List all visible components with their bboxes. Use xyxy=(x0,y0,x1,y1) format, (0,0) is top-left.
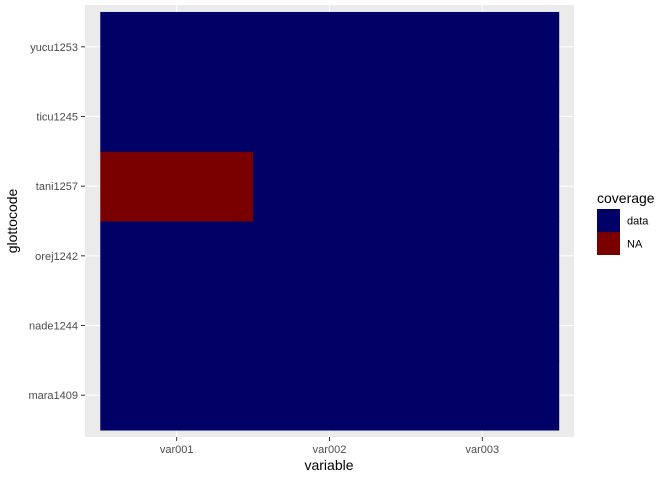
legend-key-swatch xyxy=(597,232,620,255)
y-tick-label: yucu1253 xyxy=(30,42,78,54)
heatmap-cell xyxy=(405,290,560,361)
heatmap-cells xyxy=(100,11,560,431)
heatmap-cell xyxy=(405,11,560,83)
heatmap-cell xyxy=(405,360,560,431)
heatmap-cell xyxy=(253,151,407,222)
heatmap-cell xyxy=(405,81,560,152)
heatmap-cell xyxy=(253,81,407,152)
legend-key-label: data xyxy=(627,216,649,228)
heatmap-cell xyxy=(253,11,407,83)
y-tick-label: mara1409 xyxy=(28,390,78,402)
heatmap-cell xyxy=(253,360,407,431)
legend-key-label: NA xyxy=(627,239,643,251)
heatmap-cell xyxy=(100,360,254,431)
x-axis-title: variable xyxy=(304,457,353,473)
heatmap-cell xyxy=(100,221,254,292)
legend-title: coverage xyxy=(597,190,655,206)
legend: coverage data NA xyxy=(597,190,655,255)
x-tick-label: var003 xyxy=(465,444,499,456)
x-axis: var001 var002 var003 xyxy=(160,437,499,456)
heatmap-cell xyxy=(100,81,254,152)
heatmap-cell xyxy=(405,151,560,222)
x-tick-label: var001 xyxy=(160,444,194,456)
heatmap-cell xyxy=(253,221,407,292)
y-axis: mara1409 nade1244 orej1242 tani1257 ticu1245… xyxy=(28,42,85,402)
y-axis-title: glottocode xyxy=(4,188,20,253)
heatmap-cell xyxy=(100,151,254,222)
y-tick-label: tani1257 xyxy=(36,181,78,193)
heatmap-cell xyxy=(405,221,560,292)
heatmap-cell xyxy=(253,290,407,361)
x-tick-label: var002 xyxy=(313,444,347,456)
y-tick-label: nade1244 xyxy=(29,321,78,333)
heatmap-cell xyxy=(100,11,254,83)
legend-key-swatch xyxy=(597,209,620,232)
heatmap-cell xyxy=(100,290,254,361)
y-tick-label: ticu1245 xyxy=(36,111,78,123)
y-tick-label: orej1242 xyxy=(35,251,78,263)
